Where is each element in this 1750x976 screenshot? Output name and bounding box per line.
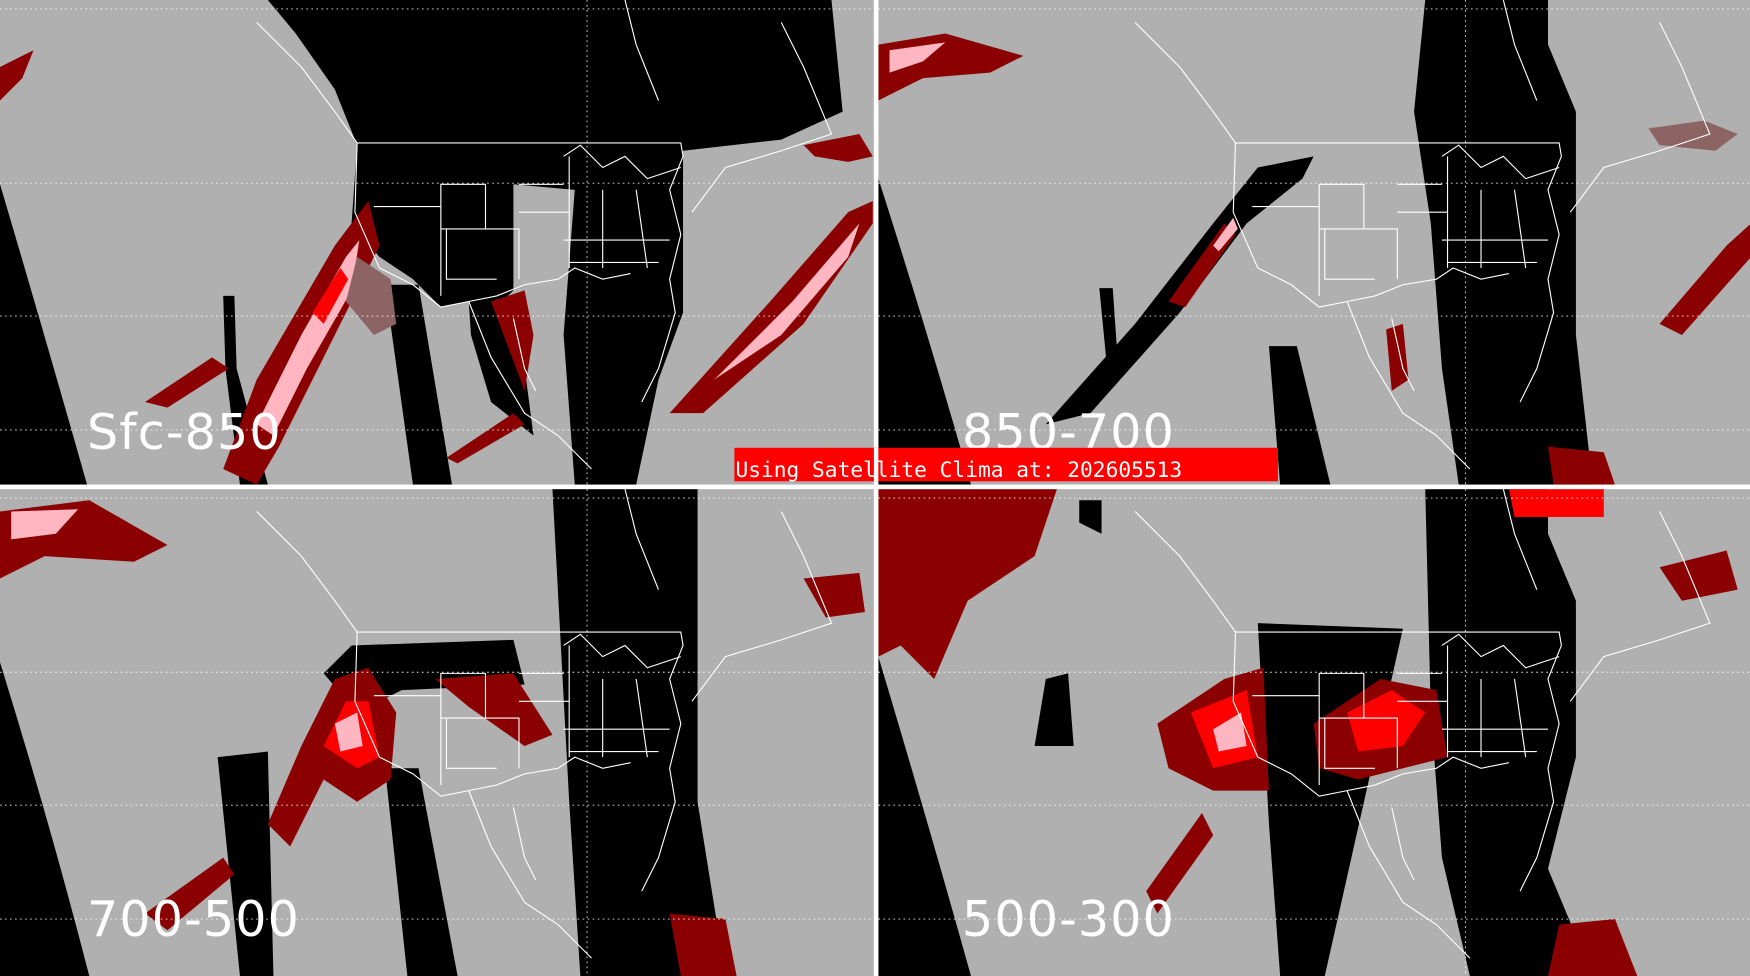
panel-850-700: 850-700: [877, 0, 1750, 486]
banner-text: Using Satellite Clima at: 202605513: [735, 458, 1182, 483]
panel-700-500: 700-500: [0, 488, 874, 976]
panel-label: 500-300: [962, 890, 1175, 948]
horizontal-divider: [0, 484, 1750, 490]
panel-label: 700-500: [87, 890, 300, 948]
climatology-banner: Using Satellite Clima at: 202605513: [734, 447, 1278, 483]
panel-sfc-850: Sfc-850: [0, 0, 874, 486]
panel-label: Sfc-850: [87, 403, 282, 461]
panel-500-300: 500-300: [877, 488, 1750, 976]
